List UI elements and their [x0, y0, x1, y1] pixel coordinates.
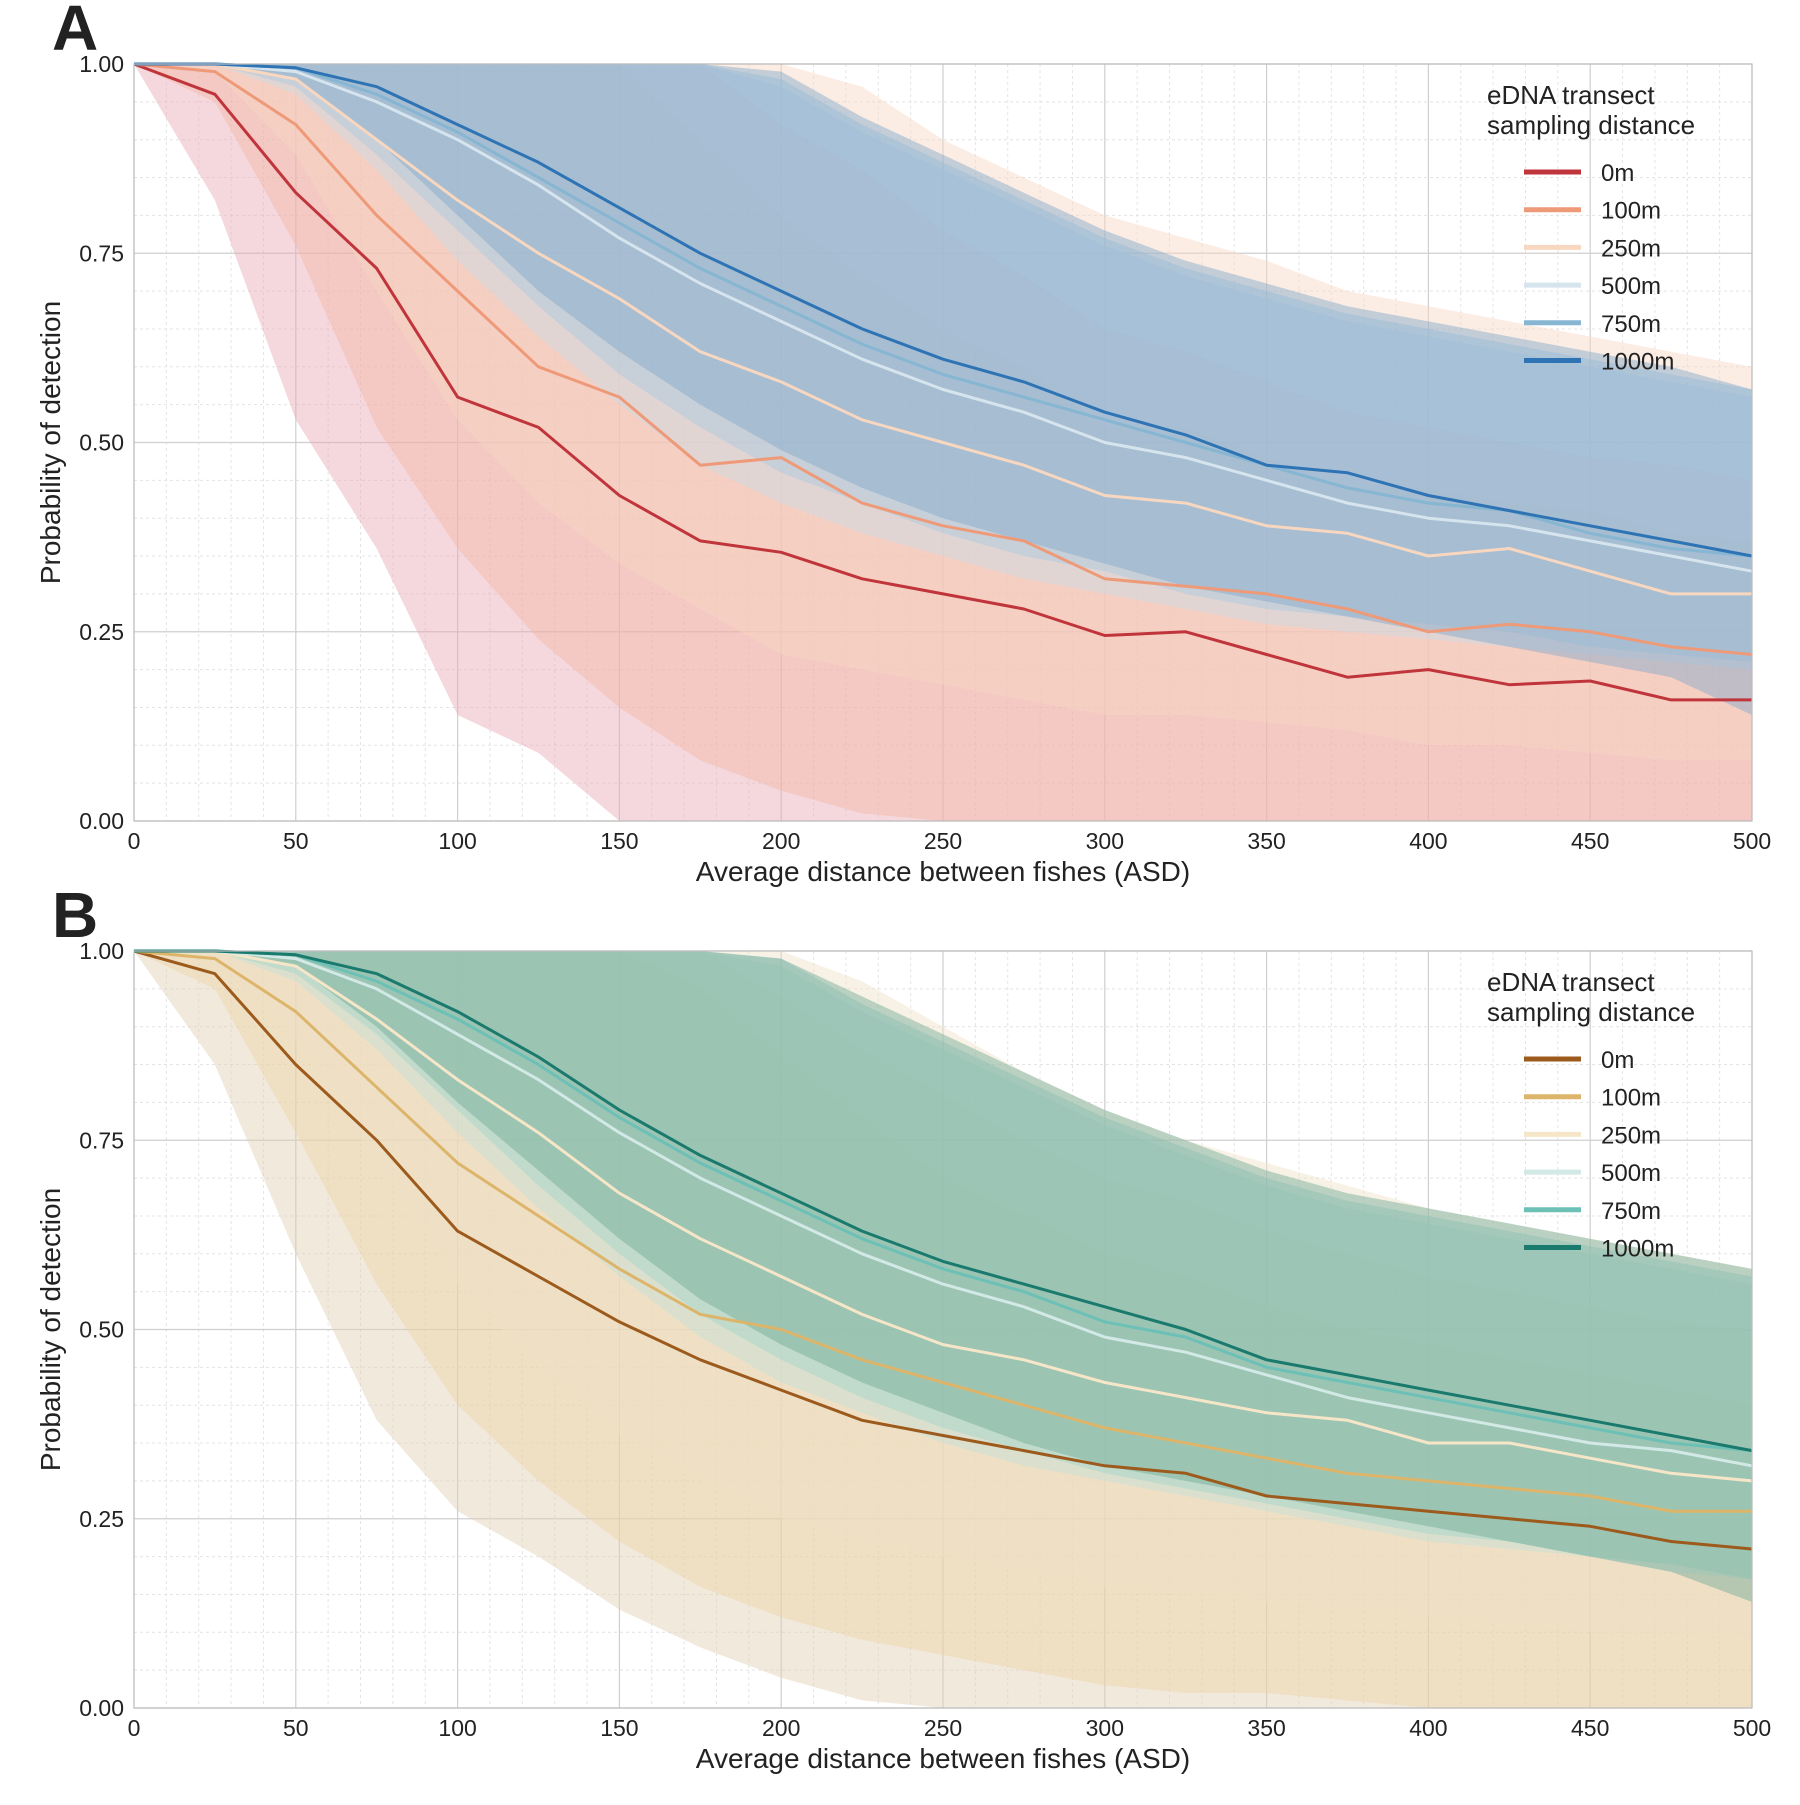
- legend-label-100m: 100m: [1601, 198, 1661, 225]
- x-tick-label: 400: [1409, 828, 1447, 854]
- x-tick-label: 0: [128, 828, 141, 854]
- x-tick-label: 250: [924, 1715, 962, 1741]
- series-line-100m: [133, 62, 1753, 656]
- legend-label-100m: 100m: [1601, 1085, 1661, 1112]
- series-line-750m: [134, 949, 1753, 1453]
- x-tick-label: 200: [762, 1715, 800, 1741]
- legend-label-500m: 500m: [1601, 1160, 1661, 1187]
- legend-label-1000m: 1000m: [1601, 349, 1674, 376]
- legend-label-0m: 0m: [1601, 160, 1634, 187]
- y-tick-label: 1.00: [79, 938, 124, 964]
- legend-title: eDNA transect: [1487, 967, 1655, 997]
- x-tick-label: 500: [1733, 828, 1771, 854]
- panel-label: B: [52, 879, 98, 951]
- x-tick-label: 150: [600, 1715, 638, 1741]
- x-tick-label: 100: [438, 828, 476, 854]
- x-tick-label: 300: [1086, 1715, 1124, 1741]
- x-tick-label: 100: [438, 1715, 476, 1741]
- legend-title: sampling distance: [1487, 110, 1695, 140]
- confidence-band-100m: [134, 951, 1752, 1708]
- y-tick-label: 0.75: [79, 1127, 124, 1153]
- y-tick-label: 0.50: [79, 430, 124, 456]
- legend-label-250m: 250m: [1601, 1122, 1661, 1149]
- confidence-band-750m: [134, 64, 1752, 662]
- x-tick-label: 400: [1409, 1715, 1447, 1741]
- x-tick-label: 200: [762, 828, 800, 854]
- legend-label-750m: 750m: [1601, 311, 1661, 338]
- y-axis-label: Probability of detection: [35, 301, 66, 584]
- series-line-0m: [133, 949, 1753, 1551]
- legend-title: eDNA transect: [1487, 80, 1655, 110]
- x-tick-label: 350: [1247, 1715, 1285, 1741]
- x-tick-label: 450: [1571, 1715, 1609, 1741]
- confidence-band-250m: [134, 64, 1752, 761]
- series-line-250m: [134, 62, 1752, 596]
- plot-frame: [133, 950, 1753, 1709]
- x-axis-label: Average distance between fishes (ASD): [696, 856, 1190, 887]
- series-line-1000m: [134, 949, 1753, 1453]
- legend-title: sampling distance: [1487, 997, 1695, 1027]
- legend-label-500m: 500m: [1601, 273, 1661, 300]
- y-tick-label: 0.75: [79, 240, 124, 266]
- x-tick-label: 350: [1247, 828, 1285, 854]
- x-tick-label: 150: [600, 828, 638, 854]
- y-tick-label: 0.00: [79, 1695, 124, 1721]
- confidence-band-500m: [134, 951, 1752, 1580]
- x-tick-label: 250: [924, 828, 962, 854]
- x-tick-label: 50: [283, 1715, 309, 1741]
- y-tick-label: 0.00: [79, 808, 124, 834]
- x-tick-label: 50: [283, 828, 309, 854]
- series-line-500m: [134, 949, 1753, 1468]
- series-line-1000m: [134, 62, 1753, 558]
- legend-label-750m: 750m: [1601, 1198, 1661, 1225]
- plot-frame: [133, 63, 1753, 822]
- x-tick-label: 450: [1571, 828, 1609, 854]
- x-axis-label: Average distance between fishes (ASD): [696, 1743, 1190, 1774]
- confidence-band-500m: [134, 64, 1752, 670]
- x-tick-label: 300: [1086, 828, 1124, 854]
- legend-label-0m: 0m: [1601, 1047, 1634, 1074]
- y-tick-label: 1.00: [79, 51, 124, 77]
- x-tick-label: 0: [128, 1715, 141, 1741]
- confidence-band-0m: [134, 951, 1752, 1708]
- y-axis-label: Probability of detection: [35, 1188, 66, 1471]
- x-tick-label: 500: [1733, 1715, 1771, 1741]
- series-line-250m: [134, 949, 1753, 1483]
- panel-A: A 0 50 100 150 200 250 300 350 400 450 500 0.00 0.25 0…: [35, 0, 1771, 887]
- y-tick-label: 0.50: [79, 1317, 124, 1343]
- panel-B: B 0 50 100 150 200 250 300 350 400 450 500 0.00 0.25 0…: [35, 879, 1771, 1774]
- series-line-500m: [134, 62, 1753, 573]
- confidence-band-1000m: [134, 951, 1752, 1602]
- series-line-0m: [133, 62, 1752, 702]
- confidence-band-250m: [134, 951, 1752, 1640]
- confidence-band-750m: [134, 951, 1752, 1580]
- series-line-100m: [133, 949, 1752, 1513]
- y-tick-label: 0.25: [79, 619, 124, 645]
- panel-label: A: [52, 0, 98, 64]
- y-tick-label: 0.25: [79, 1506, 124, 1532]
- series-line-750m: [134, 62, 1753, 558]
- legend-label-1000m: 1000m: [1601, 1236, 1674, 1263]
- legend-label-250m: 250m: [1601, 235, 1661, 262]
